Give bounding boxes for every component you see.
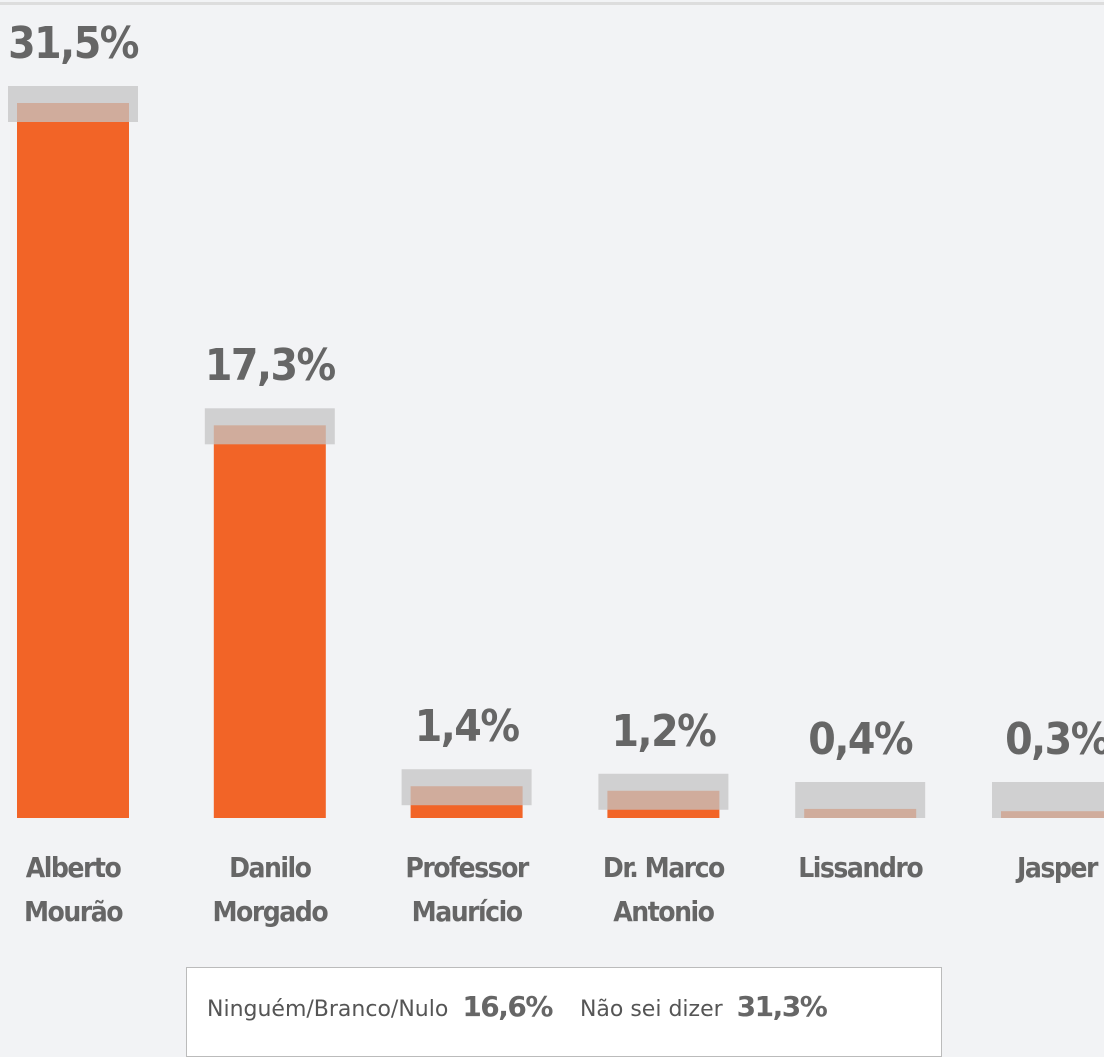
other-item: Ninguém/Branco/Nulo 16,6%	[207, 990, 553, 1023]
value-label: 31,5%	[8, 18, 139, 69]
bar-highlight	[401, 769, 532, 806]
value-label: 0,4%	[808, 714, 913, 765]
value-label: 1,2%	[611, 705, 716, 757]
bar-highlight	[204, 408, 335, 445]
value-label: 1,4%	[414, 701, 520, 753]
value-label: 0,3%	[1005, 714, 1104, 765]
chart	[0, 2, 1104, 818]
other-label: Ninguém/Branco/Nulo	[207, 997, 449, 1022]
x-tick-label: Dr. Marco Antonio	[602, 851, 725, 928]
others-box: Ninguém/Branco/Nulo 16,6% Não sei dizer 31,…	[186, 967, 942, 1057]
other-value: 31,3%	[736, 990, 828, 1023]
bar-highlight	[795, 782, 926, 818]
other-label: Não sei dizer	[579, 997, 723, 1022]
x-tick-label: Jasper	[1017, 851, 1098, 884]
x-tick-label: Professor Maurício	[405, 851, 529, 928]
x-tick-label: Lissandro	[798, 851, 923, 884]
bar-highlight	[992, 782, 1104, 818]
x-tick-label: Alberto Mourão	[23, 851, 124, 928]
other-value: 16,6%	[462, 990, 553, 1023]
top-rule	[0, 2, 1104, 5]
bar	[17, 103, 129, 818]
bar-highlight	[598, 773, 729, 810]
bar	[213, 425, 326, 818]
x-tick-label: Danilo Morgado	[212, 851, 328, 928]
bar-highlight	[8, 86, 138, 122]
other-item: Não sei dizer 31,3%	[579, 990, 828, 1023]
value-label: 17,3%	[204, 340, 336, 392]
